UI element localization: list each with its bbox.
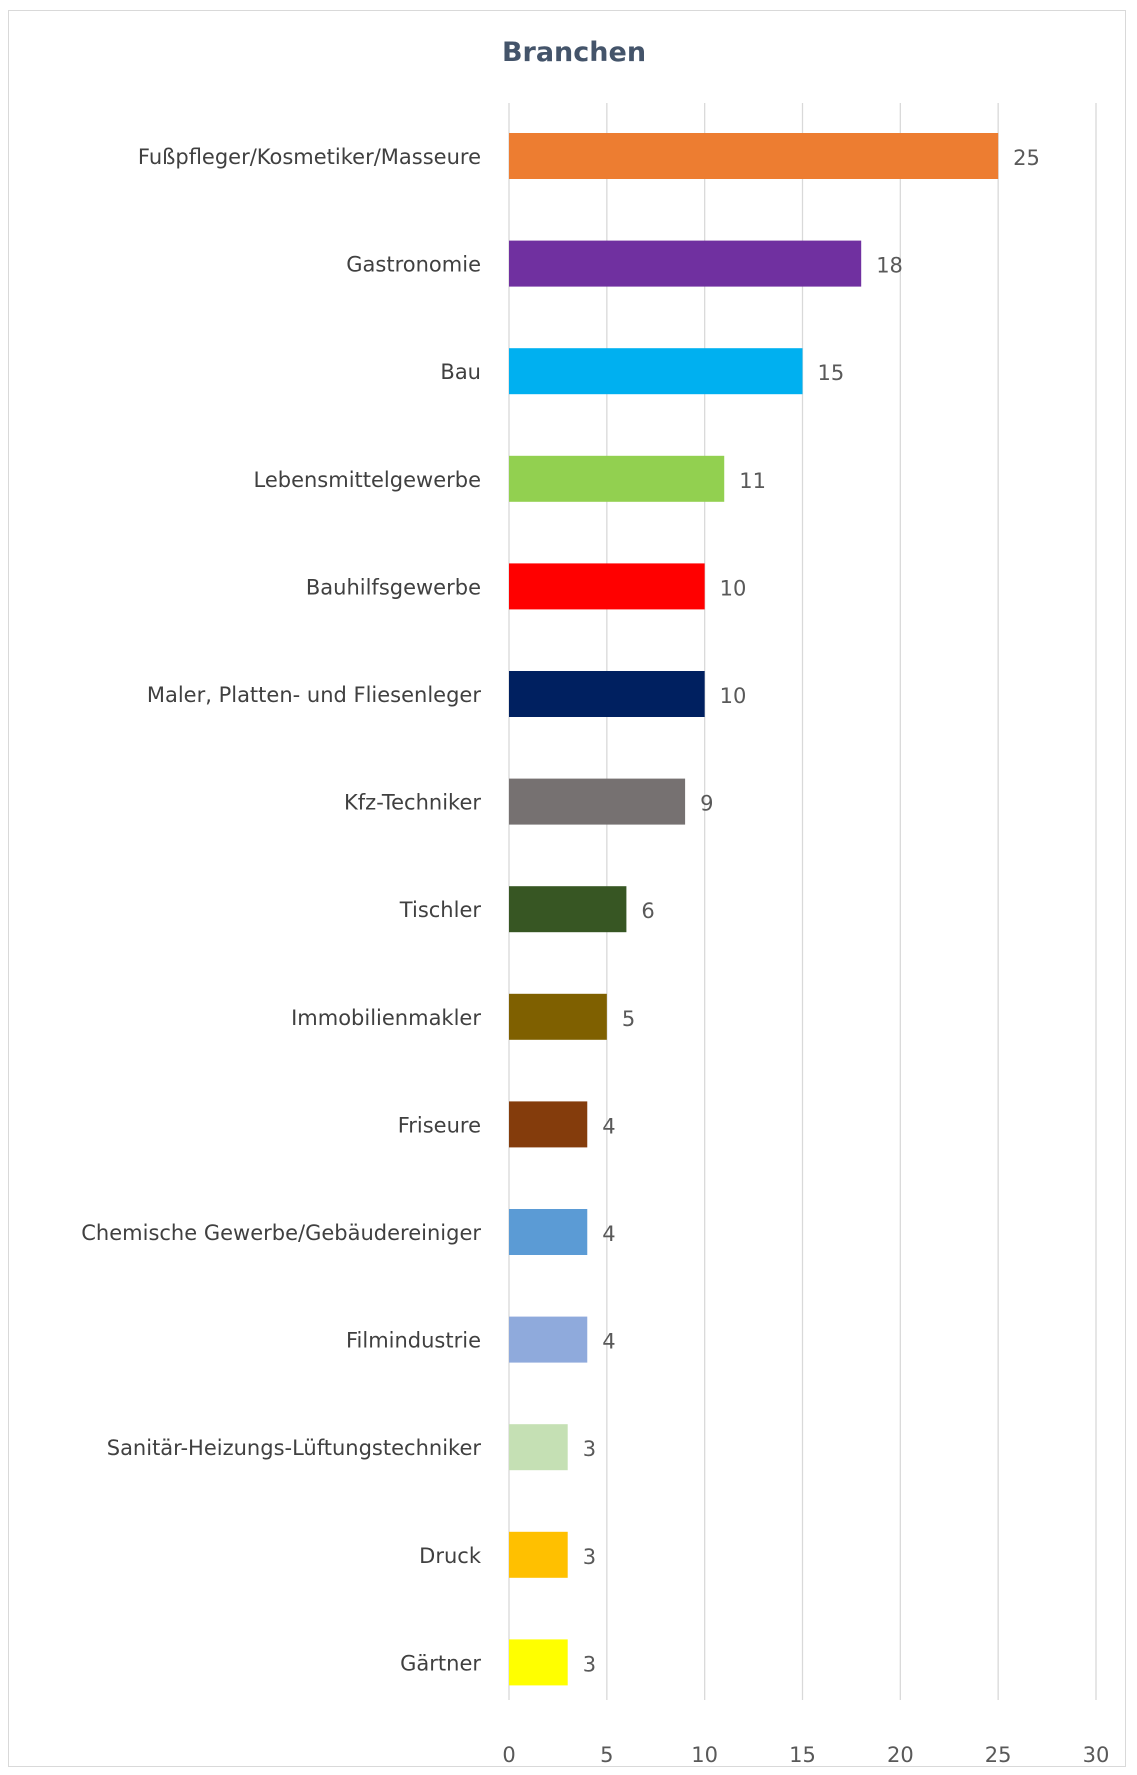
value-labels: 25 18 15 11 10 10 9 6 5 4 4 4 3 3 3	[583, 146, 1040, 1676]
category-label: Kfz-Techniker	[344, 791, 481, 815]
category-label: Filmindustrie	[346, 1329, 481, 1353]
x-tick-label: 0	[502, 1743, 515, 1767]
value-label: 10	[720, 684, 747, 708]
bar	[509, 563, 705, 610]
value-label: 3	[583, 1545, 596, 1569]
bar	[509, 1209, 588, 1255]
bar	[509, 1101, 588, 1148]
category-label: Friseure	[398, 1113, 481, 1137]
category-label: Bauhilfsgewerbe	[306, 575, 481, 599]
category-label: Maler, Platten- und Fliesenleger	[147, 683, 482, 707]
chart-title: Branchen	[502, 37, 646, 68]
value-label: 4	[602, 1114, 615, 1138]
x-tick-label: 10	[691, 1743, 718, 1767]
bar	[509, 1316, 588, 1363]
value-label: 25	[1013, 146, 1040, 170]
bar	[509, 886, 627, 933]
category-label: Tischler	[399, 898, 482, 922]
value-label: 15	[818, 361, 845, 385]
value-label: 3	[583, 1437, 596, 1461]
category-label: Chemische Gewerbe/Gebäudereiniger	[81, 1221, 481, 1245]
value-label: 6	[641, 899, 654, 923]
bars	[509, 133, 999, 1686]
value-label: 10	[720, 576, 747, 600]
bar	[509, 1531, 568, 1578]
value-label: 3	[583, 1652, 596, 1676]
bar	[509, 671, 705, 717]
x-tick-label: 25	[985, 1743, 1012, 1767]
x-tick-label: 15	[789, 1743, 816, 1767]
value-label: 5	[622, 1007, 635, 1031]
x-axis-ticks: 0 5 10 15 20 25 30	[502, 1743, 1109, 1767]
category-label: Gärtner	[400, 1651, 481, 1675]
bar	[509, 1424, 568, 1471]
category-label: Sanitär-Heizungs-Lüftungstechniker	[107, 1436, 482, 1460]
value-label: 18	[876, 254, 903, 278]
category-label: Bau	[440, 360, 481, 384]
category-label: Lebensmittelgewerbe	[254, 468, 482, 492]
bar	[509, 348, 803, 395]
bar	[509, 455, 725, 502]
x-tick-label: 5	[600, 1743, 613, 1767]
value-label: 9	[700, 792, 713, 816]
x-tick-label: 20	[887, 1743, 914, 1767]
category-label: Immobilienmakler	[291, 1006, 481, 1030]
category-labels: Fußpfleger/Kosmetiker/Masseure Gastronomi…	[81, 145, 482, 1675]
bar	[509, 993, 607, 1040]
value-label: 11	[739, 469, 766, 493]
category-label: Fußpfleger/Kosmetiker/Masseure	[138, 145, 481, 169]
bar	[509, 778, 686, 825]
category-label: Druck	[419, 1544, 482, 1568]
value-label: 4	[602, 1222, 615, 1246]
bar	[509, 240, 862, 287]
x-tick-label: 30	[1083, 1743, 1110, 1767]
bar	[509, 1639, 568, 1686]
value-label: 4	[602, 1330, 615, 1354]
category-label: Gastronomie	[346, 253, 481, 277]
bar	[509, 133, 999, 179]
